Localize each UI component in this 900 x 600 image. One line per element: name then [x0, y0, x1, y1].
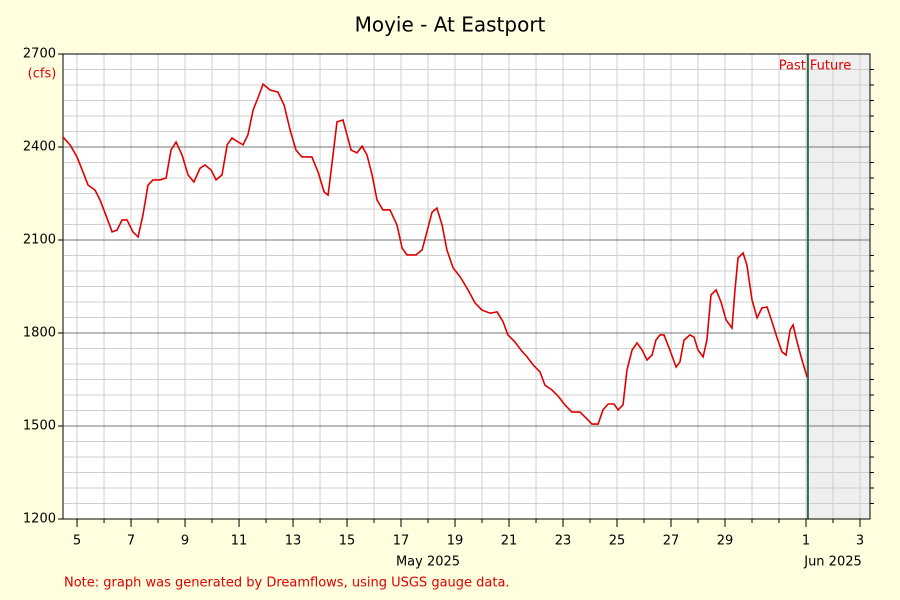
y-tick-label: 1800	[23, 326, 56, 341]
x-tick-label: 19	[447, 534, 464, 549]
x-tick-label: 3	[856, 534, 864, 549]
month-label: Jun 2025	[803, 555, 862, 570]
x-tick-label: 23	[555, 534, 572, 549]
y-tick-label: 2700	[23, 47, 56, 62]
future-label: Future	[810, 59, 851, 74]
note: Note: graph was generated by Dreamflows,…	[64, 576, 510, 591]
x-tick-label: 27	[663, 534, 680, 549]
x-tick-label: 1	[802, 534, 810, 549]
x-tick-label: 13	[285, 534, 302, 549]
x-tick-label: 5	[73, 534, 81, 549]
x-tick-label: 15	[339, 534, 356, 549]
x-tick-label: 29	[717, 534, 734, 549]
past-label: Past	[779, 59, 806, 74]
x-tick-label: 25	[609, 534, 626, 549]
x-tick-label: 7	[127, 534, 135, 549]
y-tick-label: 1500	[23, 419, 56, 434]
y-tick-label: 2400	[23, 140, 56, 155]
y-tick-label: 2100	[23, 233, 56, 248]
y-unit: (cfs)	[28, 67, 57, 82]
x-tick-label: 21	[501, 534, 518, 549]
x-tick-label: 11	[231, 534, 248, 549]
x-tick-label: 9	[181, 534, 189, 549]
x-tick-label: 17	[393, 534, 410, 549]
plot-frame	[62, 53, 871, 520]
y-tick-label: 1200	[23, 512, 56, 527]
flow-line	[62, 82, 808, 425]
chart-title: Moyie - At Eastport	[355, 13, 546, 37]
month-label: May 2025	[396, 555, 460, 570]
